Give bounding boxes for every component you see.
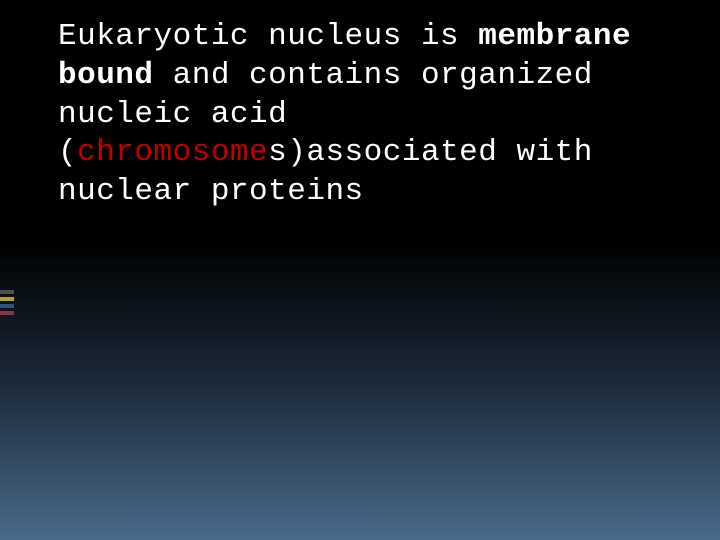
text-segment-chromosome: chromosome [77,135,268,170]
accent-bar-group [0,290,14,318]
accent-bar-4 [0,311,14,315]
accent-bar-1 [0,290,14,294]
accent-bar-2 [0,297,14,301]
text-segment-1: Eukaryotic nucleus is [58,19,478,54]
accent-bar-3 [0,304,14,308]
slide-container: Eukaryotic nucleus is membrane bound and… [0,0,720,540]
slide-body-text: Eukaryotic nucleus is membrane bound and… [58,18,680,212]
